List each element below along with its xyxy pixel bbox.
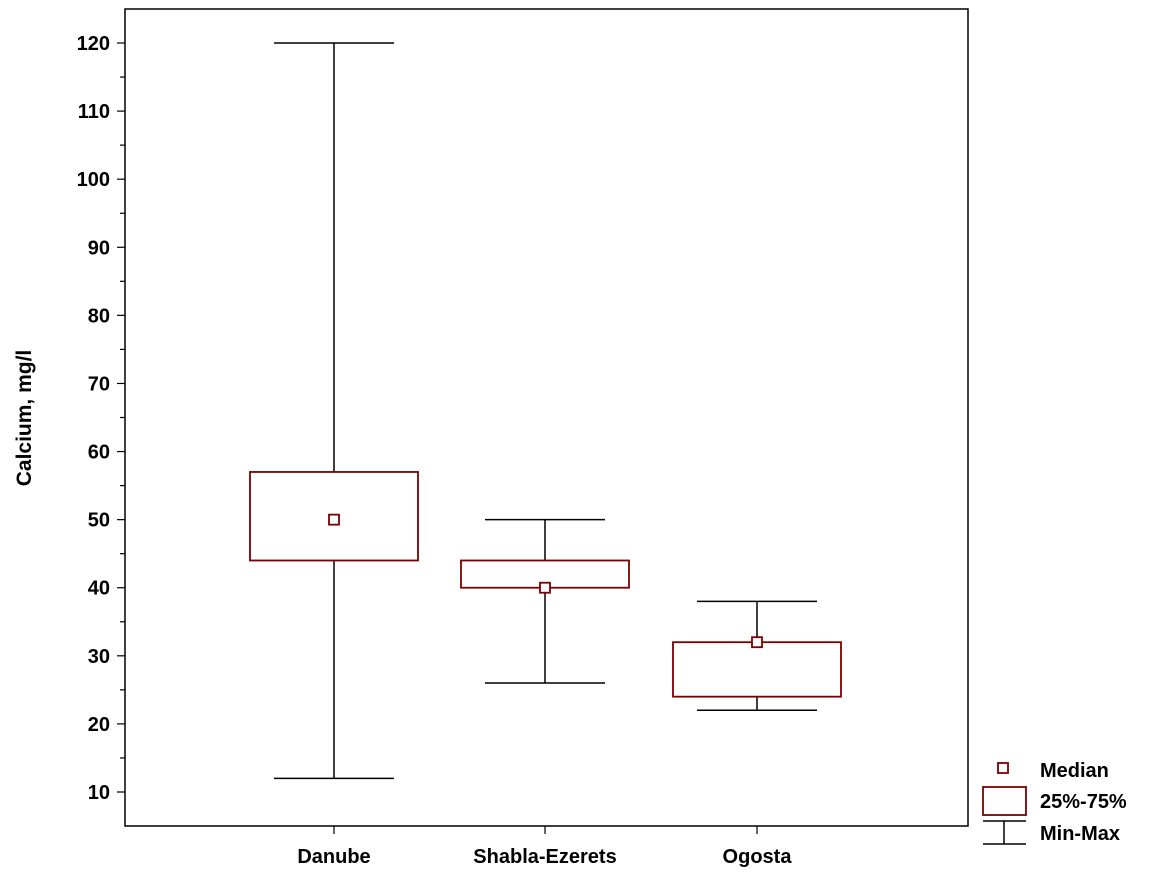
- y-tick-label: 10: [88, 782, 110, 804]
- box-group-ogosta: [672, 600, 842, 712]
- plot-frame: [124, 8, 969, 827]
- legend: Median 25%-75% Min-Max: [982, 760, 1127, 845]
- y-tick-label: 110: [78, 101, 110, 123]
- y-tick-label: 100: [77, 169, 110, 191]
- y-tick-label: 40: [88, 578, 110, 600]
- y-tick-label: 70: [88, 373, 110, 395]
- y-tick-label: 90: [88, 237, 110, 259]
- legend-median-symbol: [997, 762, 1009, 774]
- y-tick-label: 30: [88, 646, 110, 668]
- y-tick-label: 80: [88, 305, 110, 327]
- y-tick-label: 50: [88, 510, 110, 532]
- x-tick-label: Shabla-Ezerets: [473, 846, 616, 868]
- x-tick-label: Danube: [297, 846, 370, 868]
- box-group-shabla-ezerets: [460, 518, 630, 684]
- x-axis: Danube Shabla-Ezerets Ogosta: [297, 826, 792, 868]
- legend-box-label: 25%-75%: [1040, 791, 1127, 813]
- boxes-layer: [249, 42, 842, 780]
- y-tick-label: 20: [88, 714, 110, 736]
- y-tick-label: 60: [88, 442, 110, 464]
- y-axis-label: Calcium, mg/l: [13, 350, 36, 487]
- median-marker: [751, 636, 763, 649]
- median-marker: [328, 513, 340, 526]
- box-group-danube: [249, 42, 419, 780]
- median-marker: [539, 581, 551, 594]
- legend-box-symbol: [982, 786, 1027, 816]
- y-tick-label: 120: [77, 33, 110, 55]
- iqr-box: [672, 641, 842, 698]
- y-axis: 10 20 30 40 50 60 70 80 90 100 110 120: [77, 33, 125, 804]
- x-tick-label: Ogosta: [723, 846, 793, 868]
- legend-median-label: Median: [1040, 760, 1109, 782]
- legend-whisker-label: Min-Max: [1040, 823, 1120, 845]
